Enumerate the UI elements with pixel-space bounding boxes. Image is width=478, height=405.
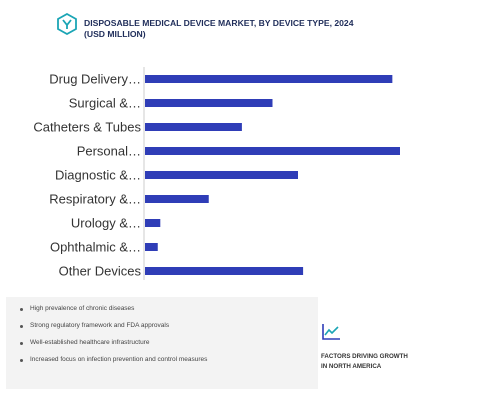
bar <box>145 171 298 179</box>
bar <box>145 99 273 107</box>
bar <box>145 219 161 227</box>
category-label: Ophthalmic &… <box>50 240 141 255</box>
factor-item: High prevalence of chronic diseases <box>20 305 240 313</box>
factor-item: Increased focus on infection prevention … <box>20 356 240 364</box>
bar <box>145 123 242 131</box>
category-label: Respiratory &… <box>49 192 141 207</box>
hexagon-logo-icon <box>57 13 77 35</box>
trend-chart-icon <box>322 324 340 340</box>
bar-chart: Drug Delivery… Surgical &… Catheters & Tub… <box>33 67 400 280</box>
bar <box>145 195 209 203</box>
factors-list: High prevalence of chronic diseases Stro… <box>6 297 318 364</box>
category-label: Catheters & Tubes <box>33 120 141 135</box>
factor-item: Strong regulatory framework and FDA appr… <box>20 322 240 330</box>
category-label: Surgical &… <box>69 96 141 111</box>
category-label: Urology &… <box>71 216 141 231</box>
category-label: Diagnostic &… <box>55 168 141 183</box>
bar <box>145 75 393 83</box>
category-label: Other Devices <box>59 264 142 279</box>
factors-caption: FACTORS DRIVING GROWTH IN NORTH AMERICA <box>321 353 408 370</box>
factor-item: Well-established healthcare infrastructu… <box>20 339 240 347</box>
chart-title: DISPOSABLE MEDICAL DEVICE MARKET, BY DEV… <box>84 18 354 39</box>
bar <box>145 147 400 155</box>
category-label: Drug Delivery… <box>49 72 141 87</box>
category-label: Personal… <box>77 144 141 159</box>
bar <box>145 243 158 251</box>
bar <box>145 267 304 275</box>
factors-panel: High prevalence of chronic diseases Stro… <box>6 297 318 389</box>
